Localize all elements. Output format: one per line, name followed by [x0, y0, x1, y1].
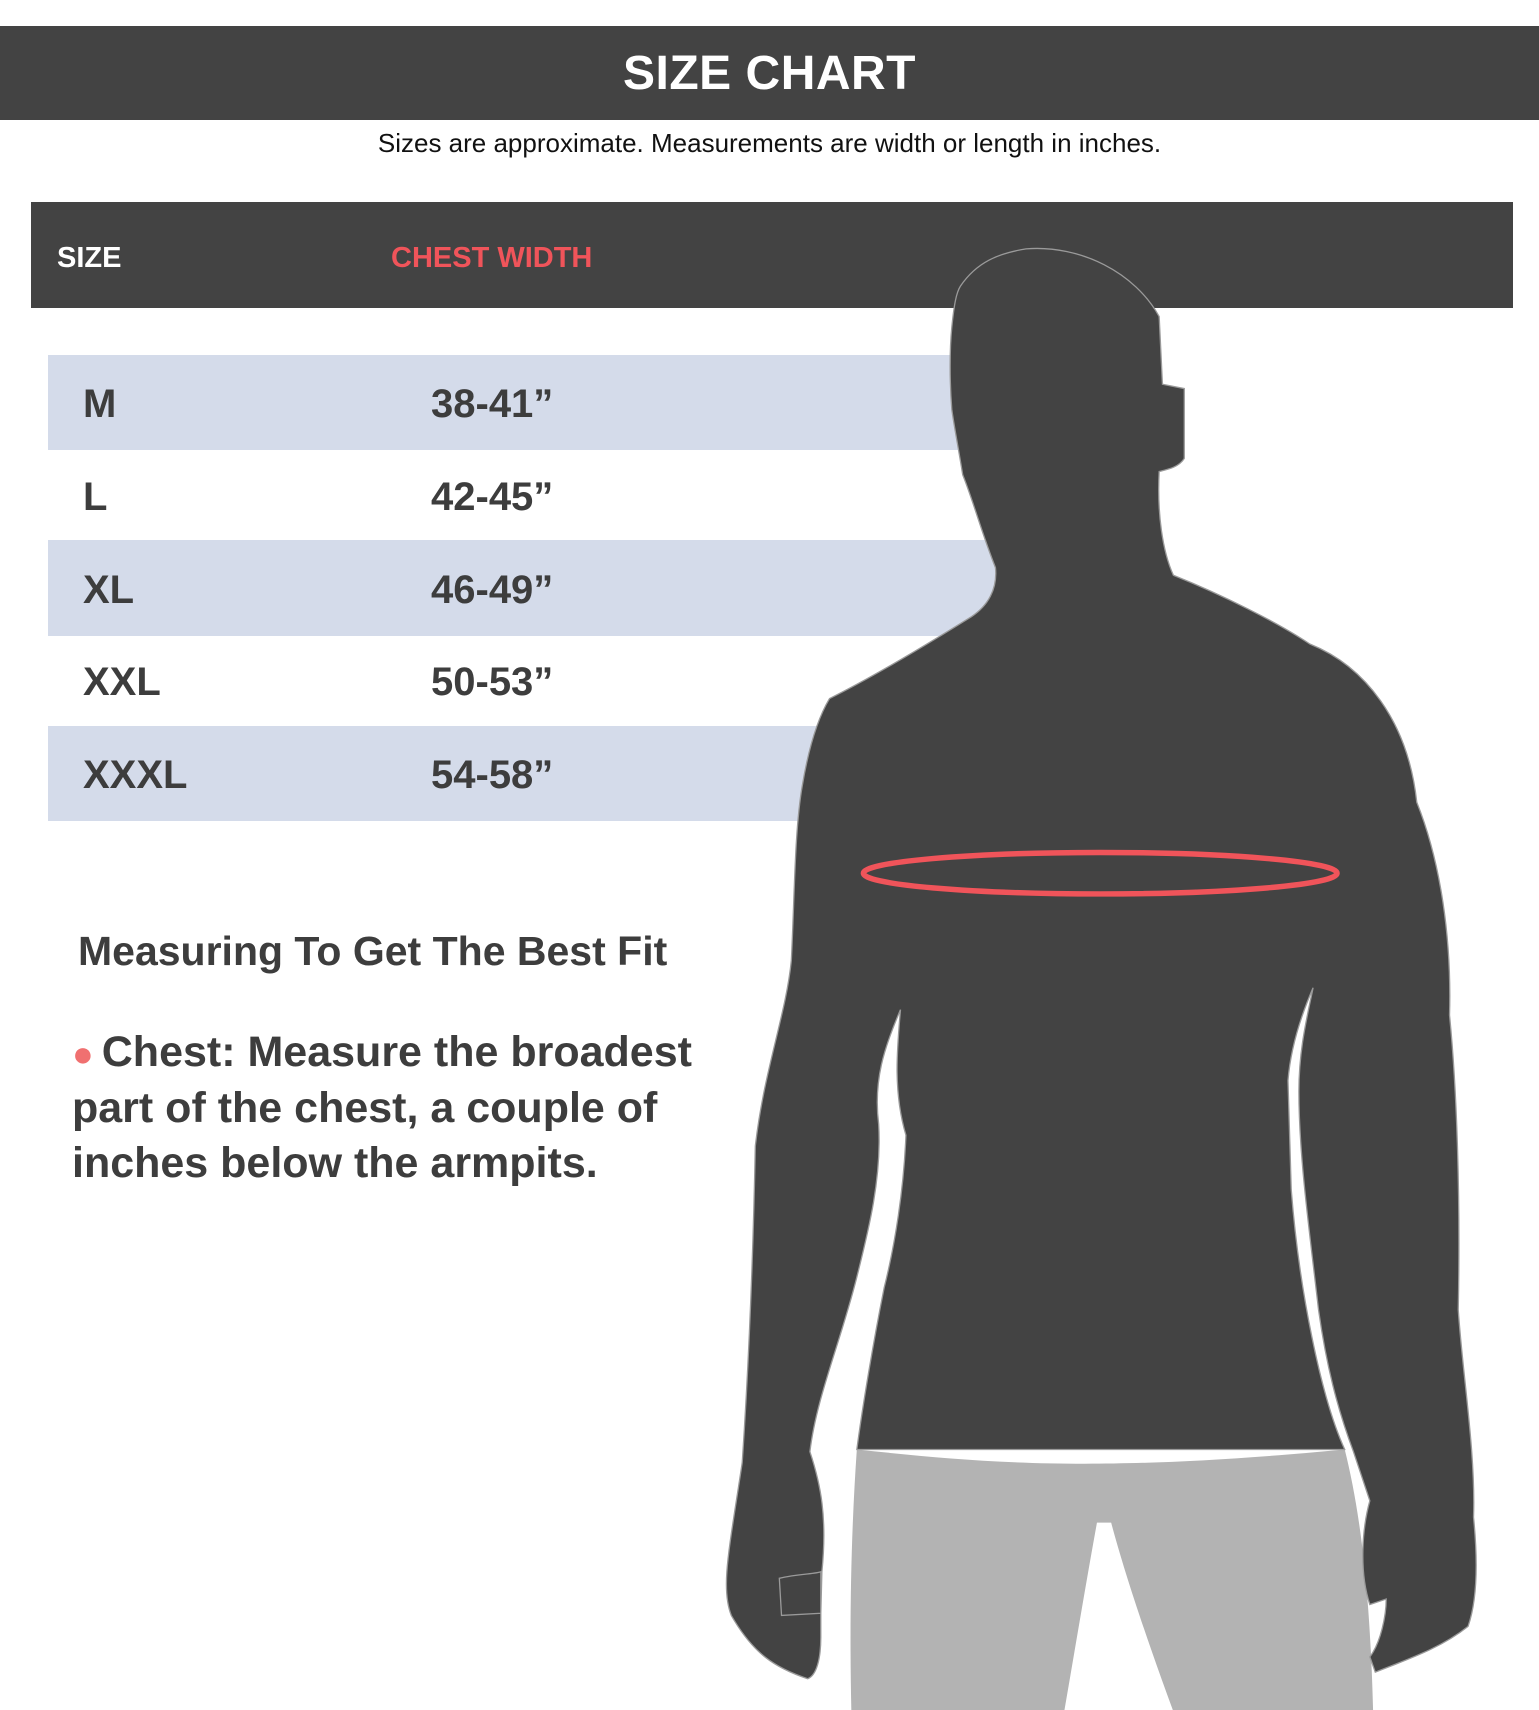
pants-shape — [850, 1449, 1374, 1710]
tips-bullet-text: Chest: Measure the broadest part of the … — [72, 1028, 692, 1187]
column-header-size: SIZE — [57, 242, 122, 274]
chest-cell: 46-49” — [431, 568, 554, 612]
tips-heading: Measuring To Get The Best Fit — [78, 928, 668, 974]
chest-cell: 42-45” — [431, 475, 554, 519]
subtitle: Sizes are approximate. Measurements are … — [377, 128, 1162, 158]
table-row: XXL 50-53” — [48, 636, 1008, 726]
page-title: SIZE CHART — [623, 46, 916, 100]
chest-cell: 38-41” — [431, 382, 554, 426]
size-cell: XXXL — [83, 753, 188, 797]
table-row: M 38-41” — [48, 355, 1008, 450]
chest-measure-line — [860, 849, 1340, 897]
size-cell: XXL — [83, 660, 161, 704]
table-row: L 42-45” — [48, 450, 1008, 540]
table-row: XL 46-49” — [48, 540, 1008, 636]
title-bar: SIZE CHART — [0, 26, 1539, 120]
bullet-icon: ● — [72, 1033, 94, 1074]
column-header-chest-width: CHEST WIDTH — [391, 242, 593, 274]
torso-silhouette — [725, 247, 1477, 1680]
size-cell: L — [83, 475, 108, 519]
table-header: SIZE CHEST WIDTH — [31, 202, 1513, 308]
chest-cell: 50-53” — [431, 660, 554, 704]
chest-cell: 54-58” — [431, 753, 554, 797]
tips-bullet: ● Chest: Measure the broadest part of the… — [72, 1025, 772, 1191]
size-cell: XL — [83, 568, 135, 612]
size-cell: M — [83, 382, 117, 426]
